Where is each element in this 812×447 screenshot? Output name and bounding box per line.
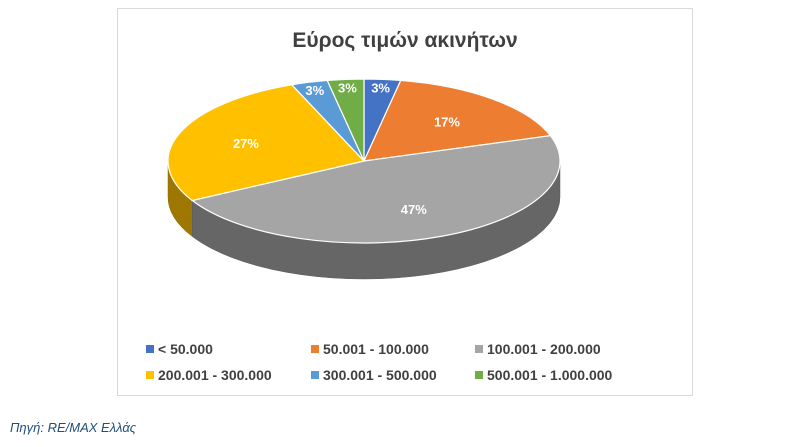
legend-item: 200.001 - 300.000: [146, 367, 272, 383]
legend-swatch: [146, 371, 154, 379]
legend-item: 100.001 - 200.000: [475, 341, 601, 357]
pie-slice: [167, 84, 366, 202]
legend-swatch: [311, 345, 319, 353]
pie-slice: [363, 79, 552, 162]
legend-label: 50.001 - 100.000: [323, 341, 429, 357]
legend-label: 100.001 - 200.000: [487, 341, 601, 357]
pie-data-label: 3%: [305, 83, 324, 98]
legend-item: < 50.000: [146, 341, 213, 357]
legend-label: 300.001 - 500.000: [323, 367, 437, 383]
legend-label: 500.001 - 1.000.000: [487, 367, 613, 383]
source-note: Πηγή: RE/MAX Ελλάς: [10, 420, 137, 435]
pie-chart: 3% 17% 47% 27% 3% 3%: [167, 78, 561, 280]
legend-item: 300.001 - 500.000: [311, 367, 437, 383]
legend-row: 200.001 - 300.000 300.001 - 500.000 500.…: [118, 367, 692, 393]
legend-label: < 50.000: [158, 341, 213, 357]
pie-data-label: 3%: [371, 81, 390, 96]
legend-swatch: [475, 345, 483, 353]
chart-frame: Εύρος τιμών ακινήτων 3% 17% 47% 27% 3% 3% < 5…: [117, 8, 693, 396]
pie-data-label: 17%: [434, 115, 460, 130]
pie-slice: [326, 78, 365, 162]
chart-title: Εύρος τιμών ακινήτων: [292, 29, 518, 52]
legend-swatch: [475, 371, 483, 379]
pie-data-label: 3%: [338, 81, 357, 96]
chart-legend: < 50.000 50.001 - 100.000 100.001 - 200.…: [118, 341, 692, 393]
legend-row: < 50.000 50.001 - 100.000 100.001 - 200.…: [118, 341, 692, 367]
legend-item: 500.001 - 1.000.000: [475, 367, 612, 383]
legend-swatch: [146, 345, 154, 353]
legend-swatch: [311, 371, 319, 379]
legend-item: 50.001 - 100.000: [311, 341, 429, 357]
pie-data-label: 27%: [233, 136, 259, 151]
pie-data-label: 47%: [401, 202, 427, 217]
legend-label: 200.001 - 300.000: [158, 367, 272, 383]
pie-slice: [190, 135, 561, 244]
